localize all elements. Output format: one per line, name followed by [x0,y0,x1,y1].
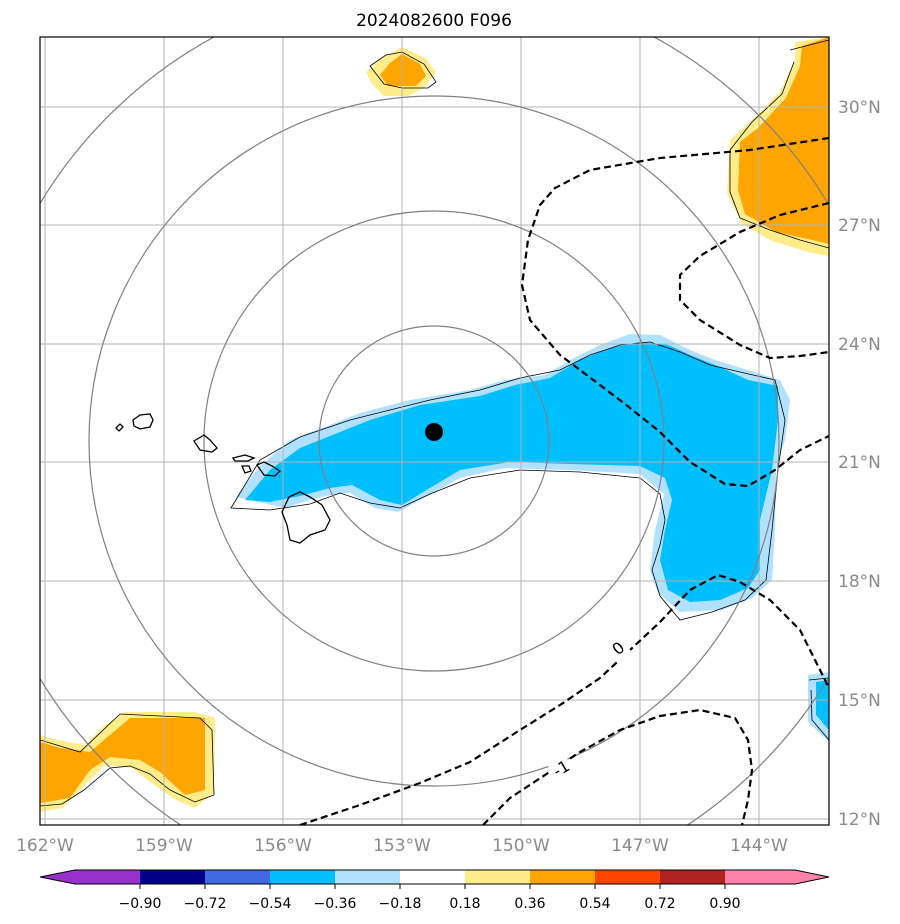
lon-tick-label: 153°W [373,836,431,856]
lon-tick-label: 159°W [135,836,193,856]
colorbar-segment [465,870,531,884]
lon-tick-label: 147°W [611,836,669,856]
colorbar-label: 0.72 [644,896,675,912]
storm-center-marker [425,423,443,441]
colorbar-label: −0.36 [314,896,357,912]
colorbar-label: 0.54 [579,896,610,912]
longitude-tick-labels: 162°W 159°W 156°W 153°W 150°W 147°W 144°… [16,836,788,856]
lat-tick-label: 30°N [838,98,881,118]
colorbar-extend-low [40,870,75,884]
chart-title: 2024082600 F096 [356,11,512,31]
colorbar-label: −0.90 [119,896,162,912]
colorbar-segment [205,870,271,884]
hawaiian-islands-coastline [115,413,331,544]
colorbar-label: 0.36 [514,896,545,912]
colorbar-label: −0.18 [379,896,422,912]
colorbar-segment [725,870,795,884]
range-rings [40,37,829,825]
lon-tick-label: 144°W [730,836,788,856]
lon-tick-label: 162°W [16,836,74,856]
map-plot-area: 0 -1 [40,37,829,825]
colorbar-label: −0.54 [249,896,292,912]
colorbar-outline [39,869,830,885]
dashed-contours [299,136,829,825]
colorbar-extend-high [795,870,829,884]
colorbar-segment [335,870,401,884]
plot-frame [39,36,830,826]
lon-tick-label: 150°W [492,836,550,856]
colorbar-label: −0.72 [184,896,227,912]
colorbar-segment [140,870,206,884]
thin-outline-contours [40,39,829,807]
colorbar-segment [400,870,466,884]
colorbar-segment [530,870,596,884]
contour-label-minus1: -1 [546,753,576,783]
orange-shaded-field-sw [40,712,215,812]
colorbar-segment [660,870,726,884]
lat-tick-label: 15°N [838,691,881,711]
lat-tick-label: 18°N [838,572,881,592]
colorbar-segment [270,870,336,884]
colorbar-label: 0.18 [449,896,480,912]
lat-tick-label: 21°N [838,453,881,473]
contour-label-0: 0 [604,634,632,662]
lat-tick-label: 24°N [838,335,881,355]
colorbar-segment [595,870,661,884]
lon-tick-label: 156°W [254,836,312,856]
colorbar-label: 0.90 [709,896,740,912]
lat-tick-label: 12°N [838,810,881,830]
colorbar-segment [75,870,141,884]
blue-shaded-field [236,334,790,612]
colorbar: −0.90 −0.72 −0.54 −0.36 −0.18 0.18 0.36 … [39,869,830,912]
orange-shaded-field-ne [727,37,829,256]
lat-tick-label: 27°N [838,216,881,236]
latitude-tick-labels: 12°N 15°N 18°N 21°N 24°N 27°N 30°N [838,98,881,830]
orange-shaded-field-n [366,47,436,96]
